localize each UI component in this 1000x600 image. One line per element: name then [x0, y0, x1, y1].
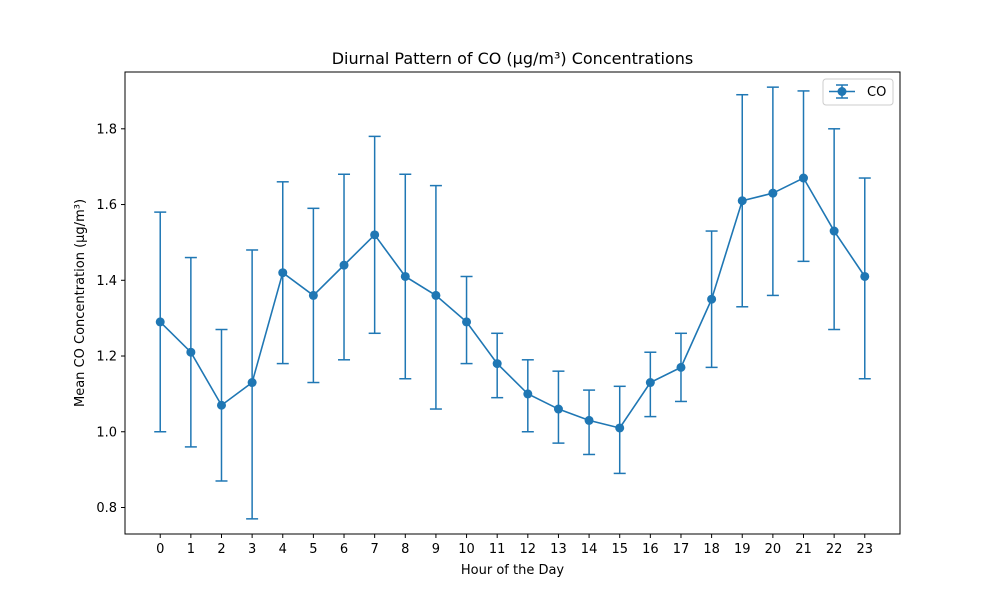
data-point	[645, 378, 655, 388]
x-tick-label: 12	[520, 542, 537, 557]
y-tick-label: 1.8	[96, 122, 117, 137]
y-tick-label: 1.2	[96, 350, 117, 365]
x-tick-label: 10	[458, 542, 475, 557]
data-point	[186, 347, 196, 357]
data-point	[799, 173, 809, 183]
x-tick-label: 22	[826, 542, 843, 557]
data-point	[155, 317, 165, 327]
data-point	[339, 260, 349, 270]
x-tick-label: 21	[795, 542, 812, 557]
x-axis-label: Hour of the Day	[461, 563, 565, 578]
x-tick-label: 23	[856, 542, 873, 557]
y-tick-label: 1.6	[96, 198, 117, 213]
plot-frame	[124, 71, 901, 535]
x-tick-label: 14	[581, 542, 598, 557]
data-point	[462, 317, 472, 327]
data-point	[615, 423, 625, 433]
x-tick-label: 11	[489, 542, 506, 557]
y-axis-label: Mean CO Concentration (µg/m³)	[73, 199, 88, 407]
x-tick-label: 16	[642, 542, 659, 557]
x-tick-label: 9	[432, 542, 440, 557]
x-tick-label: 8	[401, 542, 409, 557]
data-point	[492, 359, 502, 369]
data-point	[216, 400, 226, 410]
data-point	[431, 290, 441, 300]
x-tick-label: 13	[550, 542, 567, 557]
legend-marker	[837, 87, 847, 96]
y-tick-label: 0.8	[96, 501, 117, 516]
plot-area	[154, 86, 871, 520]
x-axis: 0 1 2 3 4 5 6 7 8 9 10 11 12 13 14 15 16 17 18 19 20 21 22 23	[156, 534, 873, 557]
data-point	[308, 290, 318, 300]
x-tick-label: 4	[279, 542, 287, 557]
y-tick-label: 1.4	[96, 274, 117, 289]
x-tick-label: 15	[611, 542, 628, 557]
x-tick-label: 1	[187, 542, 195, 557]
data-point	[860, 271, 870, 281]
series-line-co	[159, 176, 866, 429]
data-point	[523, 389, 533, 399]
chart-title: Diurnal Pattern of CO (µg/m³) Concentrat…	[332, 49, 694, 68]
data-point	[247, 378, 257, 388]
legend-label-co: CO	[867, 85, 886, 100]
data-point	[707, 294, 717, 304]
x-tick-label: 0	[156, 542, 164, 557]
x-tick-label: 3	[248, 542, 256, 557]
data-point	[278, 268, 288, 278]
data-point	[370, 230, 380, 240]
y-tick-label: 1.0	[96, 425, 117, 440]
legend: CO	[822, 78, 894, 106]
x-tick-label: 19	[734, 542, 751, 557]
data-point	[676, 362, 686, 372]
x-tick-label: 6	[340, 542, 348, 557]
x-tick-label: 18	[703, 542, 720, 557]
x-tick-label: 17	[673, 542, 690, 557]
x-tick-label: 5	[309, 542, 317, 557]
x-tick-label: 2	[217, 542, 225, 557]
data-point	[768, 188, 778, 198]
data-point	[553, 404, 563, 414]
data-point	[584, 415, 594, 425]
data-point	[400, 271, 410, 281]
y-axis: 0.8 1.0 1.2 1.4 1.6 1.8	[96, 122, 125, 516]
data-point	[829, 226, 839, 236]
data-point	[737, 196, 747, 206]
x-tick-label: 20	[765, 542, 782, 557]
x-tick-label: 7	[371, 542, 379, 557]
